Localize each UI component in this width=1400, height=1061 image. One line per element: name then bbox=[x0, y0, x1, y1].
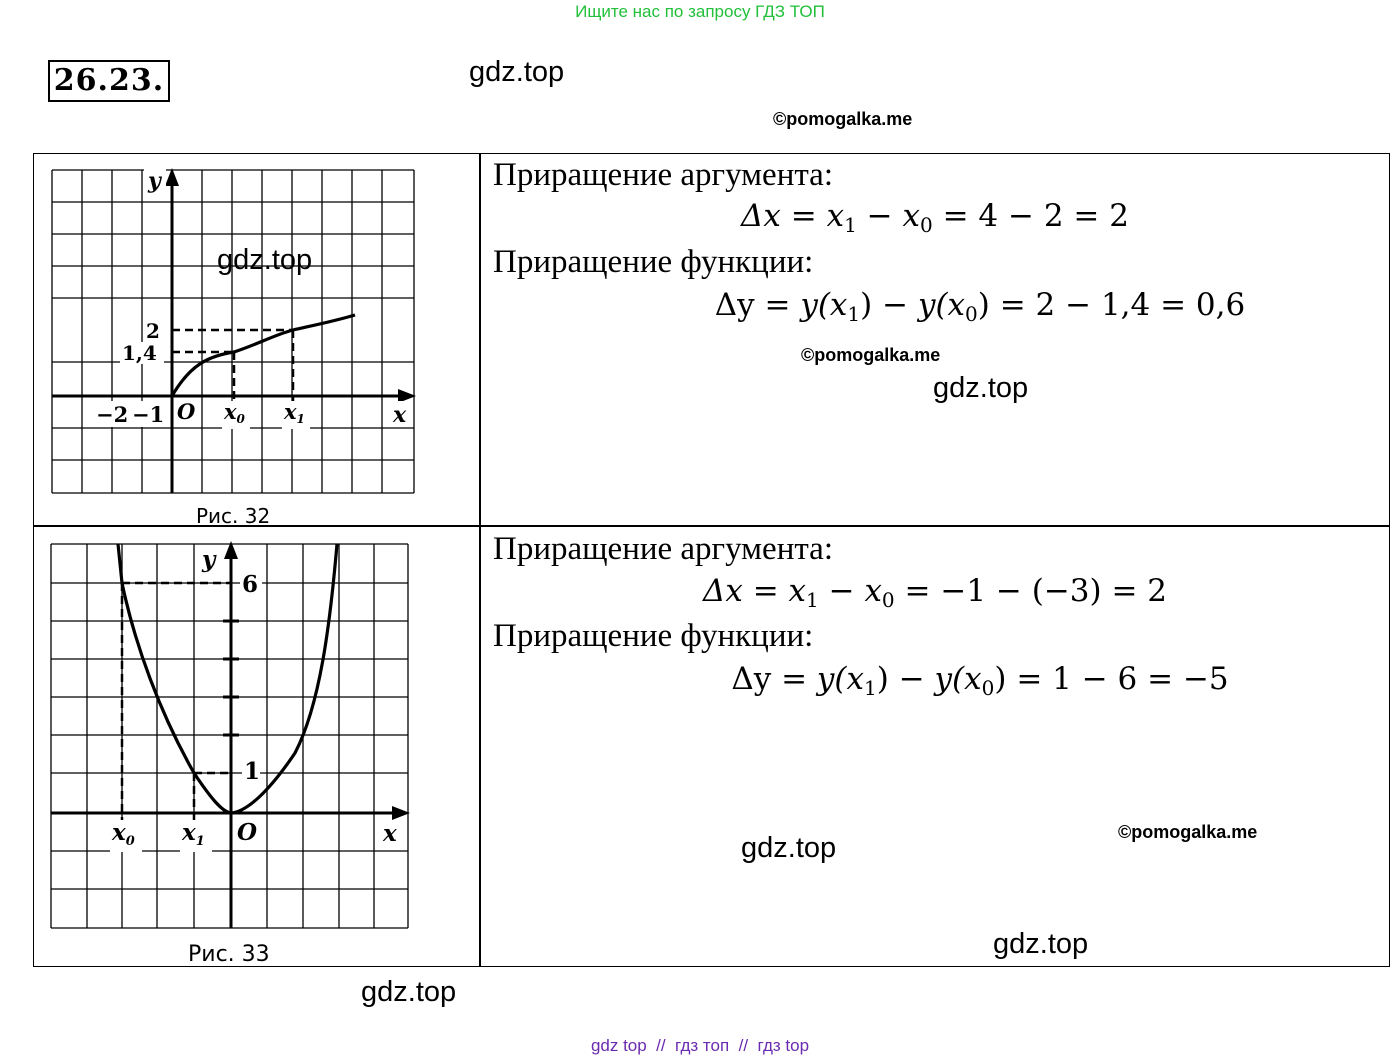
figure-32-origin-label: O bbox=[177, 399, 196, 424]
table-row-divider bbox=[33, 525, 1390, 527]
figure-33-y-label: y bbox=[201, 546, 217, 573]
row1-argument-heading: Приращение аргумента: bbox=[493, 157, 833, 193]
figure-32-x-arrow bbox=[398, 389, 416, 403]
figure-32-tick-neg1: −1 bbox=[132, 402, 164, 427]
figure-32-caption: Рис. 32 bbox=[196, 504, 271, 528]
figure-33-x-label: x bbox=[382, 820, 397, 847]
watermark-gdz-bottom: gdz.top bbox=[361, 976, 457, 1008]
figure-33-y-arrow bbox=[224, 541, 238, 559]
watermark-gdz: gdz.top bbox=[469, 56, 565, 88]
row2-argument-heading: Приращение аргумента: bbox=[493, 531, 833, 567]
figure-32-graph: y x O 2 1,4 −2 −1 x0 x1 bbox=[51, 168, 416, 494]
figure-32-grid bbox=[51, 169, 415, 494]
watermark-pomogalka-row2: ©pomogalka.me bbox=[1118, 822, 1258, 842]
figure-32-x-label: x bbox=[392, 402, 407, 428]
figure-33-axes bbox=[51, 553, 400, 928]
watermark-gdz-row1: gdz.top bbox=[933, 372, 1029, 404]
figure-32-curve bbox=[170, 313, 356, 397]
figure-32-x1-label: x1 bbox=[283, 399, 305, 426]
figure-33-x-arrow bbox=[392, 806, 410, 820]
row2-argument-formula: Δx = x1 − x0 = −1 − (−3) = 2 bbox=[702, 573, 1168, 612]
figure-33-caption: Рис. 33 bbox=[188, 942, 270, 967]
row2-function-formula: Δy = y(x1) − y(x0) = 1 − 6 = −5 bbox=[731, 661, 1229, 700]
figure-32-tick-neg2: −2 bbox=[96, 402, 128, 427]
watermark-gdz-row2-b: gdz.top bbox=[993, 928, 1089, 960]
figure-33-tick-6: 6 bbox=[242, 571, 258, 598]
row1-function-formula: Δy = y(x1) − y(x0) = 2 − 1,4 = 0,6 bbox=[714, 287, 1246, 326]
figure-33-x0-label: x0 bbox=[111, 819, 135, 849]
figure-33-parabola bbox=[116, 543, 339, 815]
figure-32-y-arrow bbox=[165, 168, 179, 186]
figure-32-y-label: y bbox=[147, 168, 163, 194]
row1-argument-formula: Δx = x1 − x0 = 4 − 2 = 2 bbox=[741, 198, 1129, 237]
watermark-pomogalka: ©pomogalka.me bbox=[773, 109, 913, 129]
table-column-divider bbox=[479, 153, 481, 967]
figure-32-axes bbox=[52, 178, 406, 493]
watermark-gdz-row2-a: gdz.top bbox=[741, 832, 837, 864]
watermark-pomogalka-row1: ©pomogalka.me bbox=[801, 345, 941, 365]
figure-33-y-ticks bbox=[223, 619, 239, 737]
figure-32-x0-label: x0 bbox=[223, 399, 246, 426]
row1-function-heading: Приращение функции: bbox=[493, 244, 814, 280]
top-banner-link[interactable]: Ищите нас по запросу ГДЗ ТОП bbox=[575, 2, 825, 21]
watermark-gdz-figure-32: gdz.top bbox=[217, 244, 313, 276]
figure-32-tick-1-4: 1,4 bbox=[122, 341, 157, 365]
figure-33-tick-1: 1 bbox=[244, 758, 260, 785]
footer-links[interactable]: gdz top // гдз топ // гдз top bbox=[590, 1036, 810, 1055]
row2-function-heading: Приращение функции: bbox=[493, 618, 814, 654]
figure-33-graph: y 6 1 O x x0 x1 bbox=[50, 541, 410, 929]
solution-table bbox=[33, 153, 1390, 967]
figure-33-origin-label: O bbox=[237, 819, 257, 846]
problem-number: 26.23. bbox=[48, 60, 170, 102]
figure-33-x1-label: x1 bbox=[181, 819, 205, 849]
figure-32-tick-2: 2 bbox=[146, 319, 160, 343]
